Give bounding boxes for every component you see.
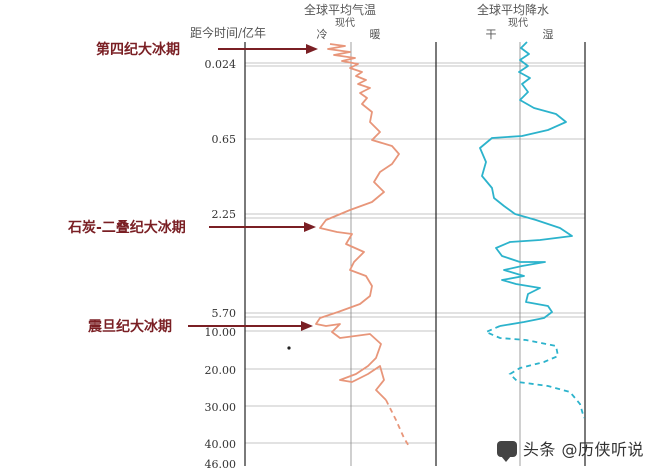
- time-axis-title: 距今时间/亿年: [190, 25, 266, 40]
- chat-bubble-icon: [496, 441, 517, 462]
- temp-modern-label: 现代: [335, 17, 355, 29]
- grid-lines: [245, 62, 585, 444]
- modern-reference-lines: [350, 42, 521, 466]
- time-tick: 46.00: [205, 458, 237, 470]
- ice-age-label: 震旦纪大冰期: [87, 318, 172, 335]
- precip-modern-label: 现代: [508, 17, 528, 29]
- stray-dot: [287, 346, 291, 350]
- precip-title: 全球平均降水: [477, 2, 549, 17]
- time-tick-labels: 0.024 0.65 2.25 5.70 10.00 20.00 30.00 4…: [205, 58, 237, 470]
- temp-title: 全球平均气温: [304, 2, 376, 17]
- time-tick: 20.00: [205, 364, 237, 377]
- temperature-curve-dashed: [385, 399, 411, 449]
- time-tick: 40.00: [205, 438, 237, 451]
- ice-age-carboniferous-permian: 石炭-二叠纪大冰期: [67, 219, 316, 236]
- temp-warm-label: 暖: [370, 28, 381, 41]
- precip-dry-label: 干: [486, 28, 497, 41]
- time-tick: 2.25: [212, 208, 237, 221]
- temp-cold-label: 冷: [317, 28, 328, 41]
- precip-wet-label: 湿: [543, 28, 554, 41]
- watermark-text: 头条 @历侠听说: [522, 440, 644, 459]
- watermark: 头条 @历侠听说: [496, 436, 644, 462]
- arrow-head-icon: [301, 321, 313, 331]
- time-tick: 10.00: [205, 326, 237, 339]
- ice-age-label: 第四纪大冰期: [96, 41, 180, 58]
- precipitation-curve: [479, 41, 573, 327]
- arrow-head-icon: [306, 44, 318, 54]
- arrow-head-icon: [304, 222, 316, 232]
- time-tick: 30.00: [205, 401, 237, 414]
- temperature-curve: [315, 43, 400, 401]
- time-tick: 5.70: [212, 307, 237, 320]
- ice-age-sinian: 震旦纪大冰期: [87, 318, 313, 335]
- time-tick: 0.65: [212, 133, 237, 146]
- time-tick: 0.024: [205, 58, 237, 71]
- ice-age-label: 石炭-二叠纪大冰期: [67, 219, 186, 236]
- ice-age-quaternary: 第四纪大冰期: [96, 41, 318, 58]
- precipitation-curve-dashed: [483, 325, 585, 419]
- panel-frame: [244, 42, 586, 466]
